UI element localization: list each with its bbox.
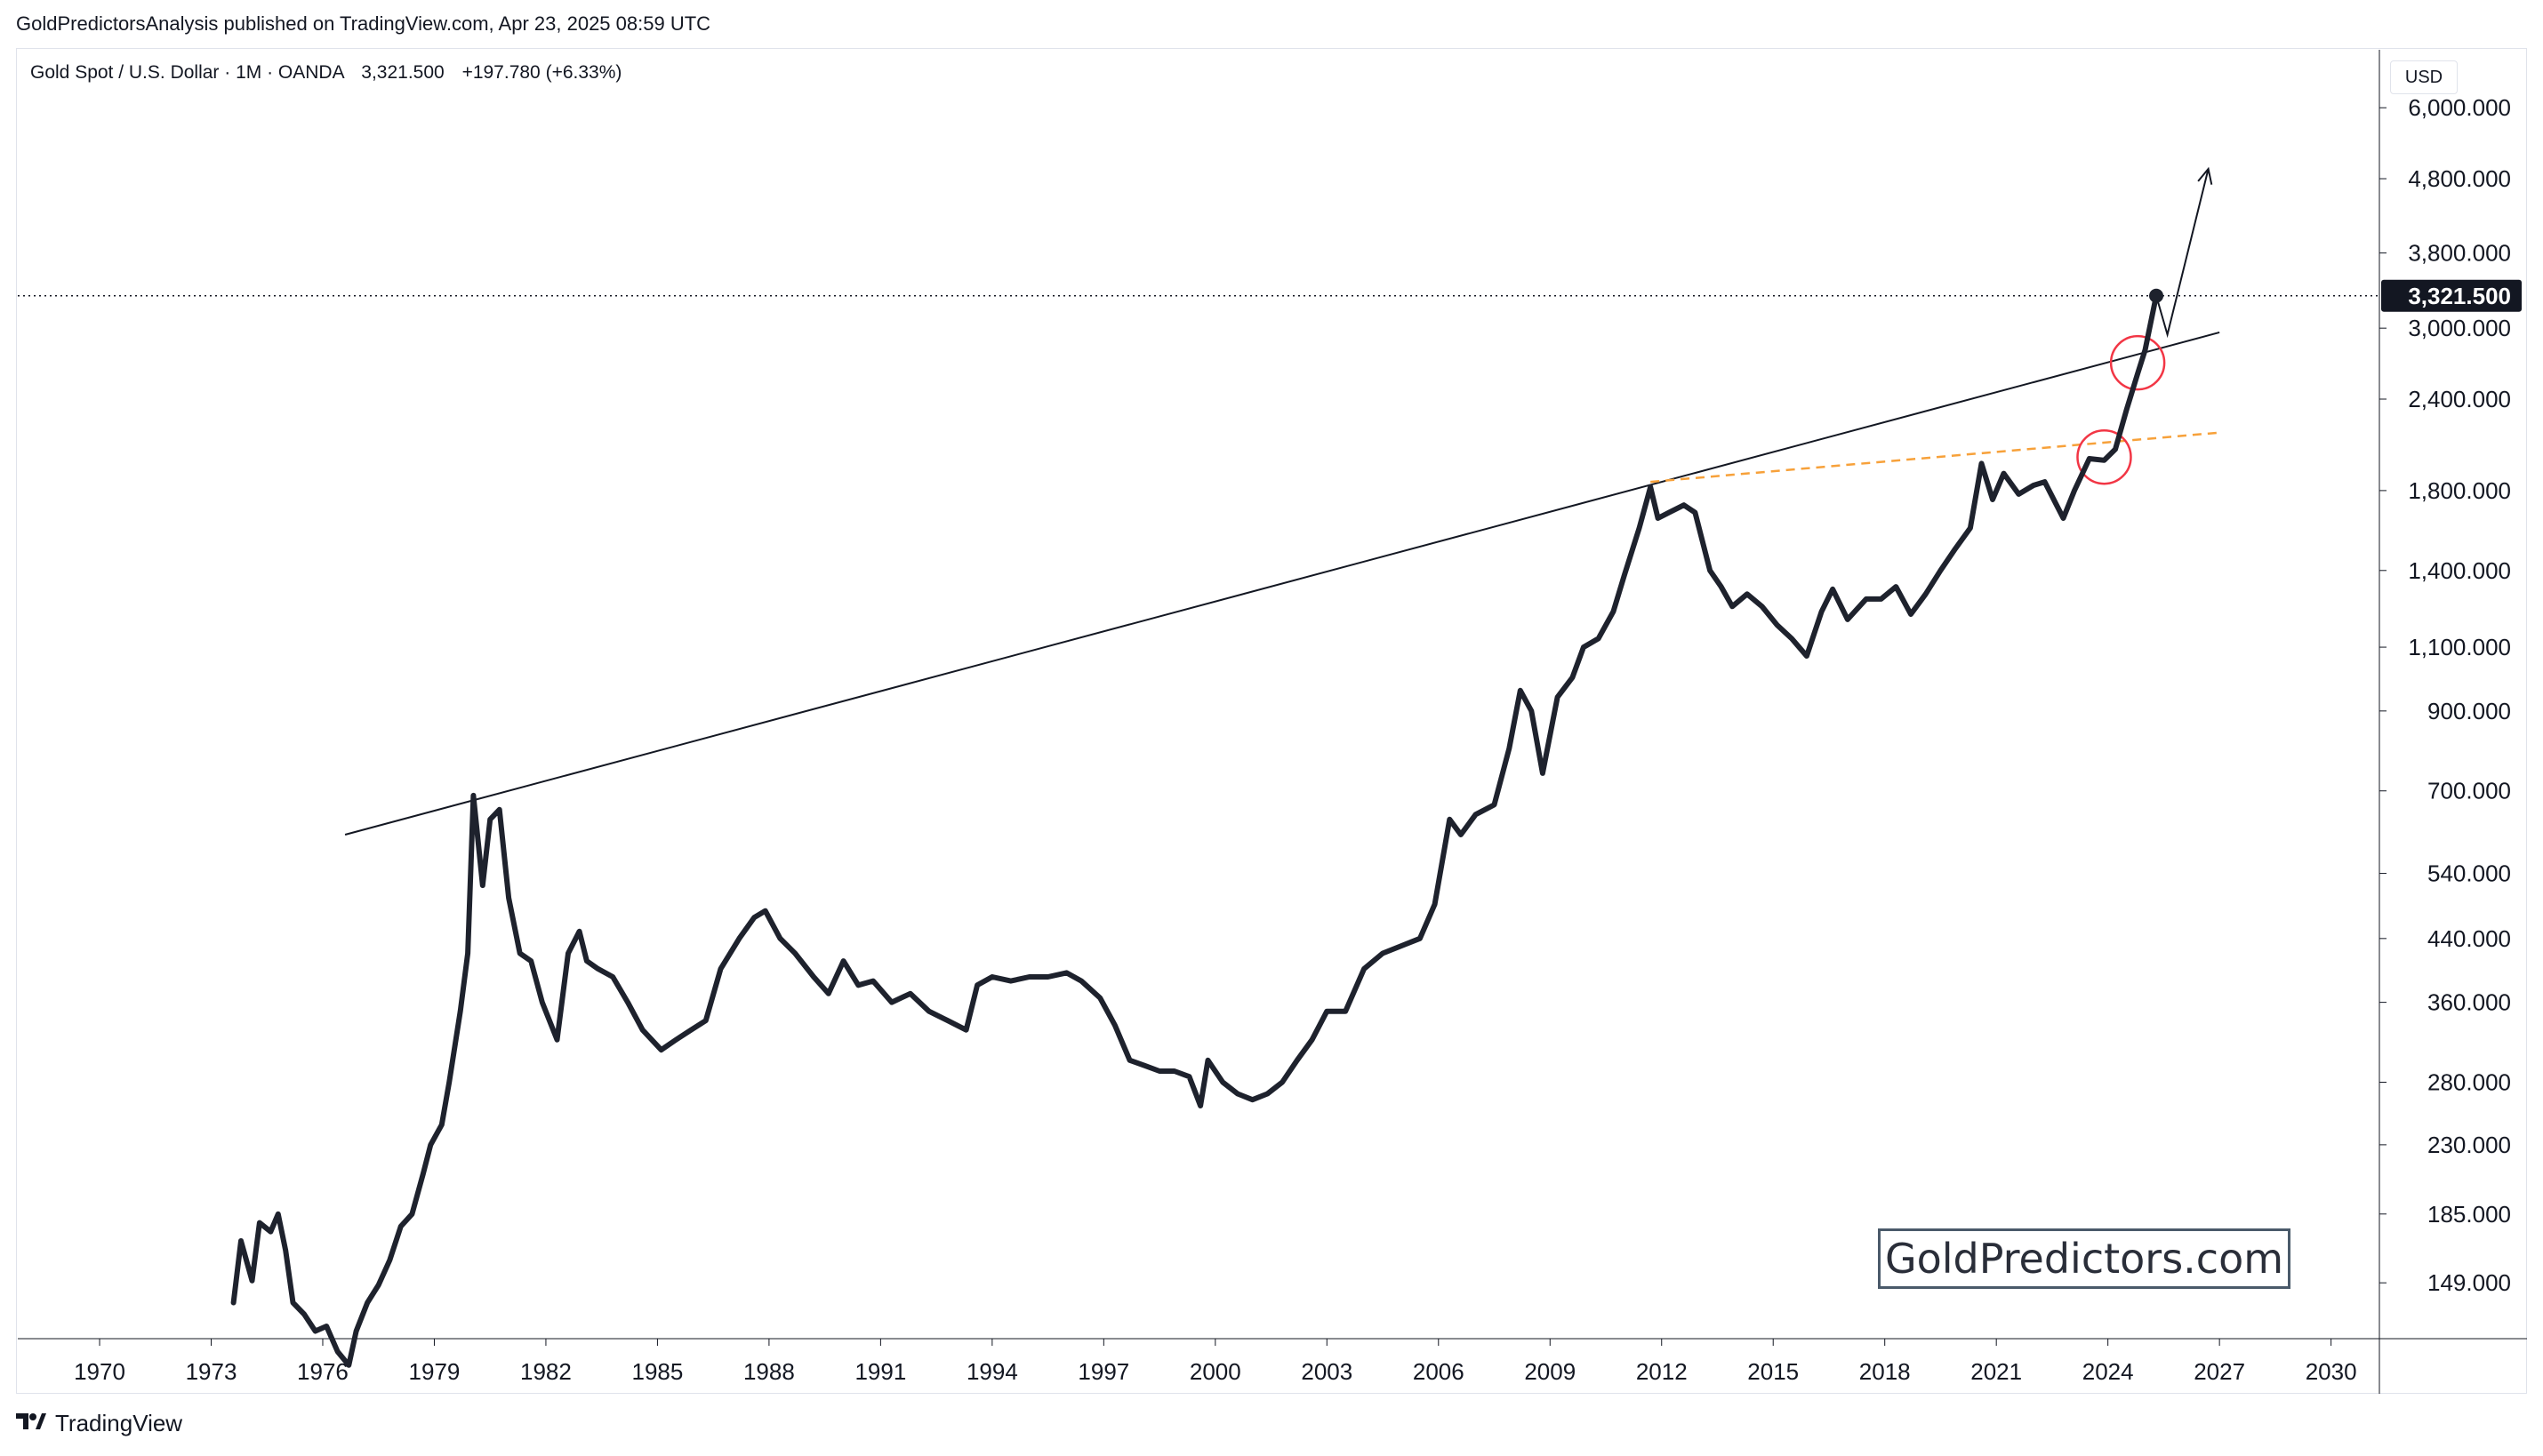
price-series-line bbox=[230, 292, 2159, 1368]
projection-arrow-line bbox=[2155, 168, 2210, 339]
x-tick-label: 2018 bbox=[1859, 1358, 1911, 1385]
y-tick-label: 360.000 bbox=[2427, 989, 2511, 1016]
x-tick-label: 2006 bbox=[1413, 1358, 1464, 1385]
x-tick-label: 1973 bbox=[186, 1358, 237, 1385]
x-tick-label: 1985 bbox=[631, 1358, 683, 1385]
y-tick-label: 3,800.000 bbox=[2408, 240, 2511, 267]
symbol-legend: Gold Spot / U.S. Dollar · 1M · OANDA 3,3… bbox=[30, 62, 622, 84]
y-tick-label: 230.000 bbox=[2427, 1132, 2511, 1158]
projection-arrow-head bbox=[2197, 166, 2213, 185]
x-tick-label: 2021 bbox=[1970, 1358, 2022, 1385]
x-tick-label: 2024 bbox=[2082, 1358, 2134, 1385]
y-tick-label: 700.000 bbox=[2427, 778, 2511, 804]
x-tick-label: 1976 bbox=[297, 1358, 349, 1385]
x-tick-label: 2003 bbox=[1301, 1358, 1352, 1385]
y-tick-label: 440.000 bbox=[2427, 925, 2511, 952]
x-tick-label: 2012 bbox=[1636, 1358, 1688, 1385]
y-tick-label: 280.000 bbox=[2427, 1069, 2511, 1096]
tradingview-logo-icon bbox=[16, 1410, 46, 1437]
y-tick-label: 149.000 bbox=[2427, 1269, 2511, 1296]
y-tick-label: 1,100.000 bbox=[2408, 634, 2511, 660]
long-term-trendline bbox=[344, 332, 2220, 836]
watermark-brand: GoldPredictors.com bbox=[1878, 1228, 2290, 1289]
x-tick-label: 1991 bbox=[854, 1358, 906, 1385]
legend-symbol: Gold Spot / U.S. Dollar · 1M · OANDA bbox=[30, 62, 344, 83]
x-tick-label: 2030 bbox=[2306, 1358, 2357, 1385]
x-tick-label: 1988 bbox=[743, 1358, 795, 1385]
x-tick-label: 2009 bbox=[1524, 1358, 1576, 1385]
last-price-badge-label: 3,321.500 bbox=[2408, 283, 2511, 309]
legend-last-price: 3,321.500 bbox=[361, 62, 445, 83]
x-tick-label: 2027 bbox=[2194, 1358, 2245, 1385]
y-tick-label: 1,800.000 bbox=[2408, 477, 2511, 504]
breakout-circle bbox=[2076, 428, 2132, 485]
last-price-badge bbox=[2381, 279, 2522, 312]
footer-brand-label: TradingView bbox=[55, 1410, 183, 1436]
resistance-trendline-dashed bbox=[1650, 431, 2220, 484]
y-tick-label: 6,000.000 bbox=[2408, 94, 2511, 121]
footer-brand[interactable]: TradingView bbox=[16, 1410, 182, 1437]
y-tick-label: 900.000 bbox=[2427, 698, 2511, 724]
x-tick-label: 1979 bbox=[409, 1358, 461, 1385]
x-tick-label: 1970 bbox=[74, 1358, 125, 1385]
chart-frame bbox=[16, 48, 2527, 1394]
last-price-marker bbox=[2149, 288, 2164, 303]
y-tick-label: 4,800.000 bbox=[2408, 165, 2511, 192]
publisher-line: GoldPredictorsAnalysis published on Trad… bbox=[16, 12, 711, 35]
currency-button[interactable]: USD bbox=[2390, 60, 2458, 94]
y-tick-label: 2,400.000 bbox=[2408, 386, 2511, 412]
x-tick-label: 1982 bbox=[520, 1358, 572, 1385]
breakout-circle bbox=[2109, 334, 2166, 391]
y-tick-label: 540.000 bbox=[2427, 860, 2511, 887]
x-tick-label: 1997 bbox=[1078, 1358, 1129, 1385]
x-tick-label: 2000 bbox=[1190, 1358, 1241, 1385]
y-tick-label: 1,400.000 bbox=[2408, 557, 2511, 584]
x-tick-label: 1994 bbox=[967, 1358, 1018, 1385]
legend-change: +197.780 (+6.33%) bbox=[461, 62, 622, 83]
y-tick-label: 3,000.000 bbox=[2408, 315, 2511, 341]
x-tick-label: 2015 bbox=[1747, 1358, 1799, 1385]
y-tick-label: 185.000 bbox=[2427, 1201, 2511, 1228]
